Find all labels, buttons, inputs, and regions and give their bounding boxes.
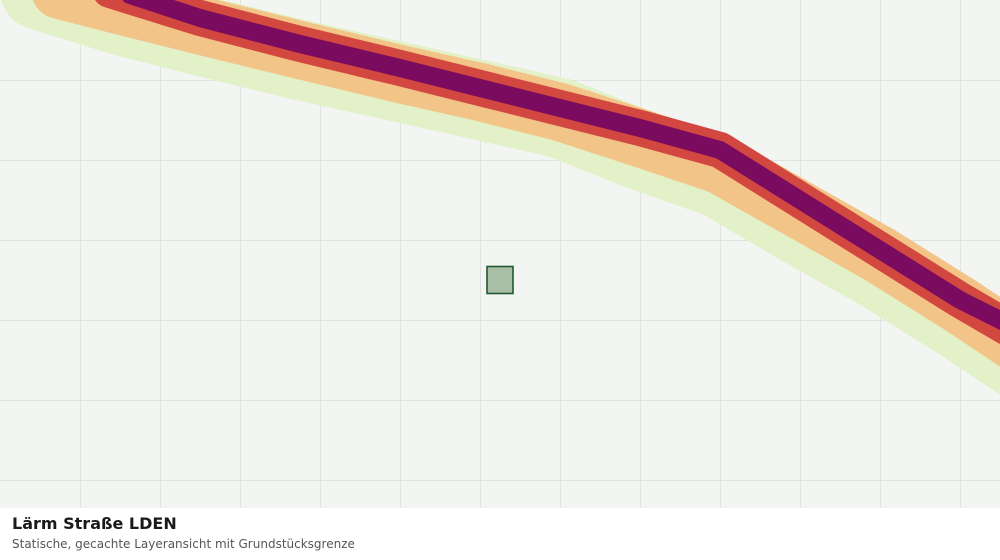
caption-panel: Lärm Straße LDEN Statische, gecachte Lay…: [0, 508, 1000, 560]
noise-bands: [1, 0, 1000, 395]
layer-subtitle: Statische, gecachte Layeransicht mit Gru…: [12, 537, 355, 551]
noise-band-high: [122, 0, 1000, 331]
map-view: [0, 0, 1000, 508]
layer-title: Lärm Straße LDEN: [12, 514, 177, 533]
parcel-boundary[interactable]: [486, 265, 514, 295]
